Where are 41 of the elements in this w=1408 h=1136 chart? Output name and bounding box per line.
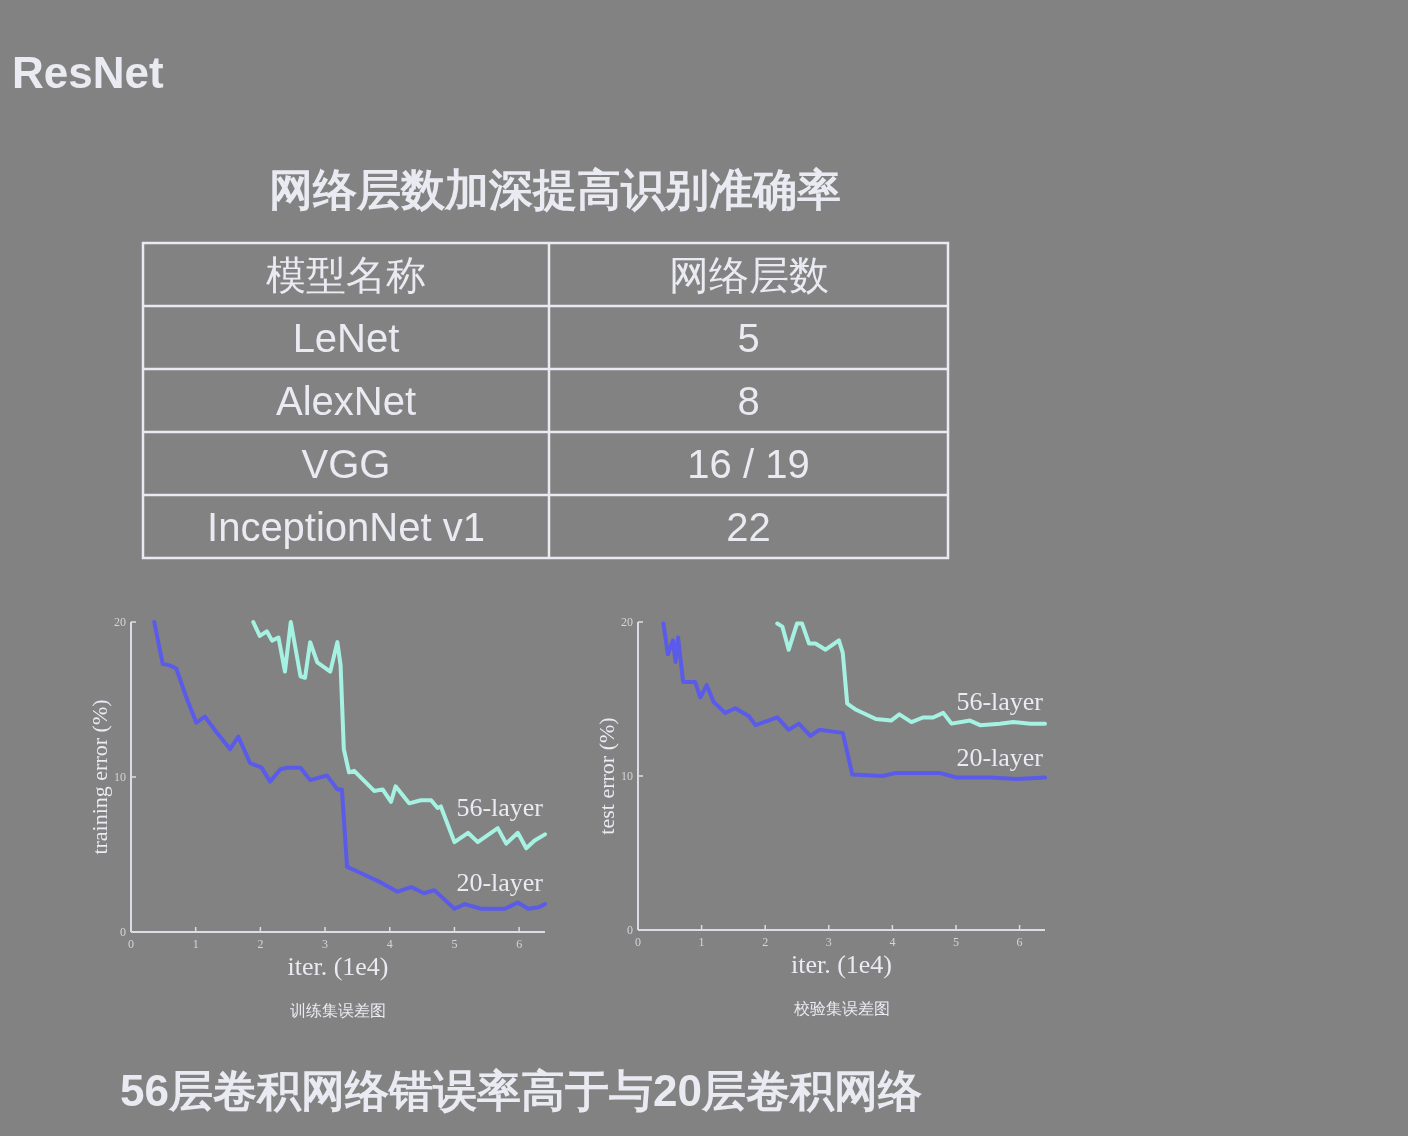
- category-label: AlexNet: [275, 378, 417, 423]
- subtitle: 网络层数加深提高识别准确率: [269, 166, 841, 215]
- title: ResNet: [12, 48, 164, 97]
- y-tick-label: 0: [627, 923, 633, 937]
- x-tick-label: 2: [762, 935, 769, 949]
- annotation: 56层卷积网络错误率高于与20层卷积网络: [120, 1066, 922, 1115]
- value-label: 5: [737, 315, 760, 360]
- series-label: 56-layer: [956, 687, 1044, 717]
- value-label: 8: [737, 378, 760, 423]
- x-tick-label: 6: [516, 937, 523, 951]
- category-label: VGG: [301, 441, 391, 486]
- y-tick-label: 20: [114, 615, 126, 629]
- y-axis-title: test error (%): [594, 717, 619, 835]
- series-label: 56-layer: [456, 793, 544, 823]
- x-tick-label: 4: [386, 937, 393, 951]
- category-label: InceptionNet v1: [207, 504, 485, 549]
- x-tick-label: 1: [698, 935, 705, 949]
- column-header: 网络层数: [668, 252, 829, 298]
- column-header: 模型名称: [266, 252, 426, 298]
- series-label: 20-layer: [956, 742, 1044, 772]
- x-tick-label: 1: [192, 937, 199, 951]
- x-tick-label: 5: [952, 935, 959, 949]
- x-axis-title: iter. (1e4): [287, 952, 389, 981]
- x-axis-title: iter. (1e4): [790, 950, 893, 979]
- category-label: LeNet: [292, 315, 400, 360]
- annotation: 训练集误差图: [290, 1002, 386, 1019]
- y-axis-title: training error (%): [87, 699, 112, 855]
- value-label: 16 / 19: [687, 441, 810, 486]
- y-tick-label: 20: [621, 615, 633, 629]
- y-tick-label: 10: [114, 770, 126, 784]
- x-tick-label: 3: [322, 937, 329, 951]
- annotation: 校验集误差图: [793, 1000, 890, 1017]
- y-tick-label: 0: [120, 925, 126, 939]
- y-tick-label: 10: [621, 769, 633, 783]
- value-label: 22: [726, 504, 771, 549]
- x-tick-label: 2: [257, 937, 264, 951]
- x-tick-label: 4: [889, 935, 896, 949]
- x-tick-label: 6: [1016, 935, 1023, 949]
- x-tick-label: 3: [825, 935, 832, 949]
- x-tick-label: 5: [451, 937, 458, 951]
- series-label: 20-layer: [456, 867, 544, 897]
